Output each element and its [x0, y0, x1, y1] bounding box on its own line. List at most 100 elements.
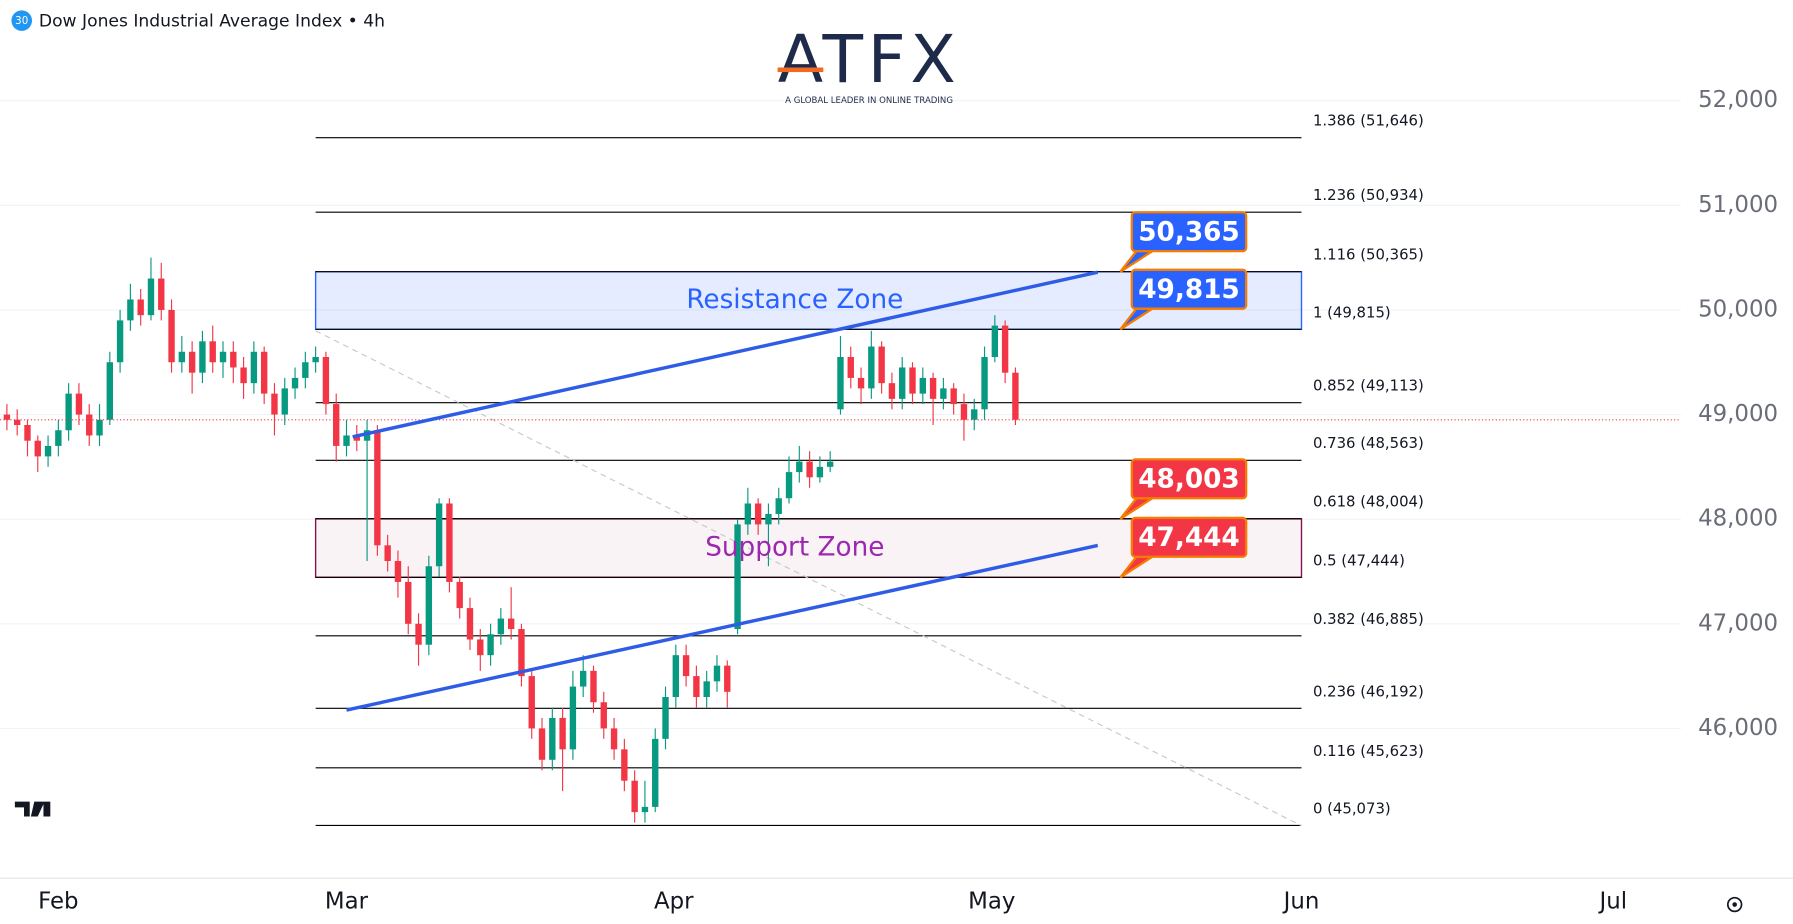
candle-body: [538, 728, 546, 760]
x-tick-label: Mar: [325, 889, 369, 915]
candle-body: [590, 670, 597, 703]
candle-body: [168, 309, 175, 363]
candle-body: [127, 299, 134, 321]
candle-body: [960, 404, 968, 420]
fib-label: 0.852 (49,113): [1313, 377, 1424, 395]
candle-body: [785, 472, 793, 499]
candle-body: [13, 419, 21, 426]
settings-icon-dot[interactable]: [1732, 902, 1737, 907]
candle-body: [3, 414, 11, 420]
candle-body: [991, 325, 999, 358]
candle-body: [374, 430, 381, 546]
candle-body: [621, 749, 628, 781]
candle-body: [518, 629, 525, 677]
x-tick-label: Apr: [654, 889, 694, 915]
candle-body: [868, 346, 875, 389]
candle-body: [291, 377, 299, 389]
candle-body: [662, 697, 669, 739]
candle-body: [693, 676, 700, 698]
candle-body: [333, 404, 340, 446]
candle-body: [260, 351, 268, 394]
fib-label: 0.382 (46,885): [1313, 610, 1424, 628]
candle-body: [240, 367, 247, 384]
candle-body: [322, 357, 330, 405]
candle-body: [909, 367, 916, 394]
fib-label: 1 (49,815): [1313, 303, 1391, 321]
fib-label: 1.386 (51,646): [1313, 112, 1424, 130]
candle-body: [425, 566, 433, 645]
candle-body: [878, 346, 885, 384]
candle-body: [466, 608, 474, 640]
candle-body: [754, 503, 762, 525]
candle-body: [899, 367, 906, 399]
candle-body: [672, 655, 680, 698]
candle-body: [137, 299, 144, 316]
candle-body: [44, 445, 52, 457]
candle-body: [147, 278, 155, 316]
candle-body: [641, 806, 649, 813]
fib-label: 0.5 (47,444): [1313, 551, 1405, 569]
candle-body: [188, 351, 196, 373]
x-tick-label: Jun: [1282, 889, 1320, 915]
candle-body: [96, 419, 103, 436]
logo-accent: [777, 67, 824, 73]
candle-body: [343, 435, 350, 446]
candle-body: [1001, 325, 1009, 373]
candle-body: [302, 362, 309, 378]
candle-body: [713, 665, 721, 682]
badge-text: 30: [15, 15, 28, 27]
candle-body: [446, 503, 453, 582]
badge: [11, 10, 33, 31]
candle-body: [106, 362, 113, 420]
candle-body: [34, 440, 41, 457]
callout-label: 50,365: [1138, 217, 1239, 247]
candle-body: [415, 623, 422, 645]
candle-body: [569, 686, 577, 750]
candle-body: [775, 498, 782, 514]
candle-body: [158, 278, 165, 310]
logo-tagline: A GLOBAL LEADER IN ONLINE TRADING: [785, 96, 953, 106]
candle-body: [353, 435, 360, 441]
candle-body: [497, 618, 505, 635]
candle-body: [682, 655, 690, 677]
logo-text: ATFX: [778, 20, 961, 98]
settings-icon[interactable]: [1726, 896, 1743, 913]
candle-body: [734, 524, 741, 630]
candle-body: [116, 320, 124, 363]
callout-label: 49,815: [1138, 275, 1239, 305]
candle-body: [600, 702, 607, 729]
candle-body: [405, 581, 412, 624]
callout-label: 47,444: [1138, 523, 1239, 553]
candle-body: [837, 357, 844, 410]
trend-line: [346, 543, 1099, 712]
candle-body: [456, 581, 463, 609]
candle-body: [724, 665, 731, 692]
x-tick-label: May: [968, 889, 1015, 915]
candle-body: [610, 728, 618, 750]
candle-body: [559, 717, 566, 750]
candle-body: [271, 393, 278, 415]
candle-body: [528, 676, 535, 729]
candle-body: [55, 430, 62, 446]
candle-body: [86, 414, 93, 436]
y-tick-label: 49,000: [1698, 401, 1778, 427]
candle-body: [857, 377, 865, 389]
candle-body: [250, 351, 258, 384]
candle-body: [631, 780, 638, 813]
candle-body: [24, 425, 31, 441]
candle-body: [219, 351, 227, 363]
y-tick-label: 48,000: [1698, 506, 1778, 532]
candle-body: [703, 681, 710, 698]
candle-body: [826, 461, 834, 467]
candle-body: [384, 545, 391, 562]
candle-body: [950, 388, 957, 405]
zone-label: Support Zone: [705, 533, 884, 563]
candle-body: [971, 409, 978, 420]
candle-body: [981, 357, 988, 410]
callout-label: 48,003: [1138, 464, 1239, 494]
y-tick-label: 52,000: [1698, 87, 1778, 113]
fib-label: 0.116 (45,623): [1313, 742, 1424, 760]
